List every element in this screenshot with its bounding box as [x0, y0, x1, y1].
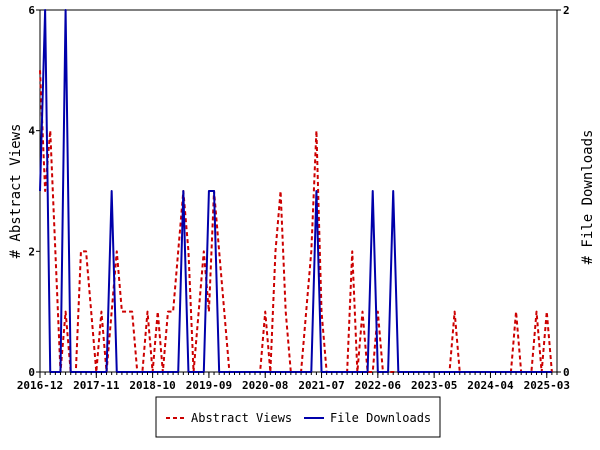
y-left-tick-label: 6 — [28, 4, 35, 17]
y-axis-label-right: # File Downloads — [580, 130, 596, 265]
x-tick-label: 2020-08 — [242, 379, 288, 392]
x-tick-label: 2022-06 — [355, 379, 402, 392]
x-tick-label: 2018-10 — [129, 379, 175, 392]
legend: Abstract Views File Downloads — [155, 396, 441, 438]
x-tick-label: 2023-05 — [411, 379, 457, 392]
y-axis-label-left: # Abstract Views — [8, 124, 24, 259]
series-line-abstract-views — [39, 70, 553, 373]
y-left-tick-label: 2 — [28, 245, 35, 258]
legend-box — [155, 396, 441, 438]
legend-label-file-downloads: File Downloads — [330, 411, 431, 425]
series-line-file-downloads — [39, 9, 552, 373]
series-layer — [39, 9, 553, 373]
x-tick-label: 2019-09 — [186, 379, 232, 392]
x-tick-label: 2021-07 — [298, 379, 344, 392]
y-left-tick-label: 0 — [28, 366, 35, 379]
plot-border — [39, 9, 558, 373]
x-tick-label: 2025-03 — [524, 379, 570, 392]
y-left-tick-label: 4 — [28, 125, 35, 138]
x-tick-label: 2016-12 — [17, 379, 63, 392]
x-tick-label: 2024-04 — [467, 379, 514, 392]
y-right-tick-label: 2 — [563, 4, 570, 17]
ticks-layer: 2016-12 2017-11 2018-10 2019-09 2020-08 2021-… — [17, 4, 570, 392]
plot-frame — [39, 9, 558, 373]
legend-label-abstract-views: Abstract Views — [191, 411, 292, 425]
x-tick-label: 2017-11 — [73, 379, 120, 392]
y-right-tick-label: 0 — [563, 366, 570, 379]
